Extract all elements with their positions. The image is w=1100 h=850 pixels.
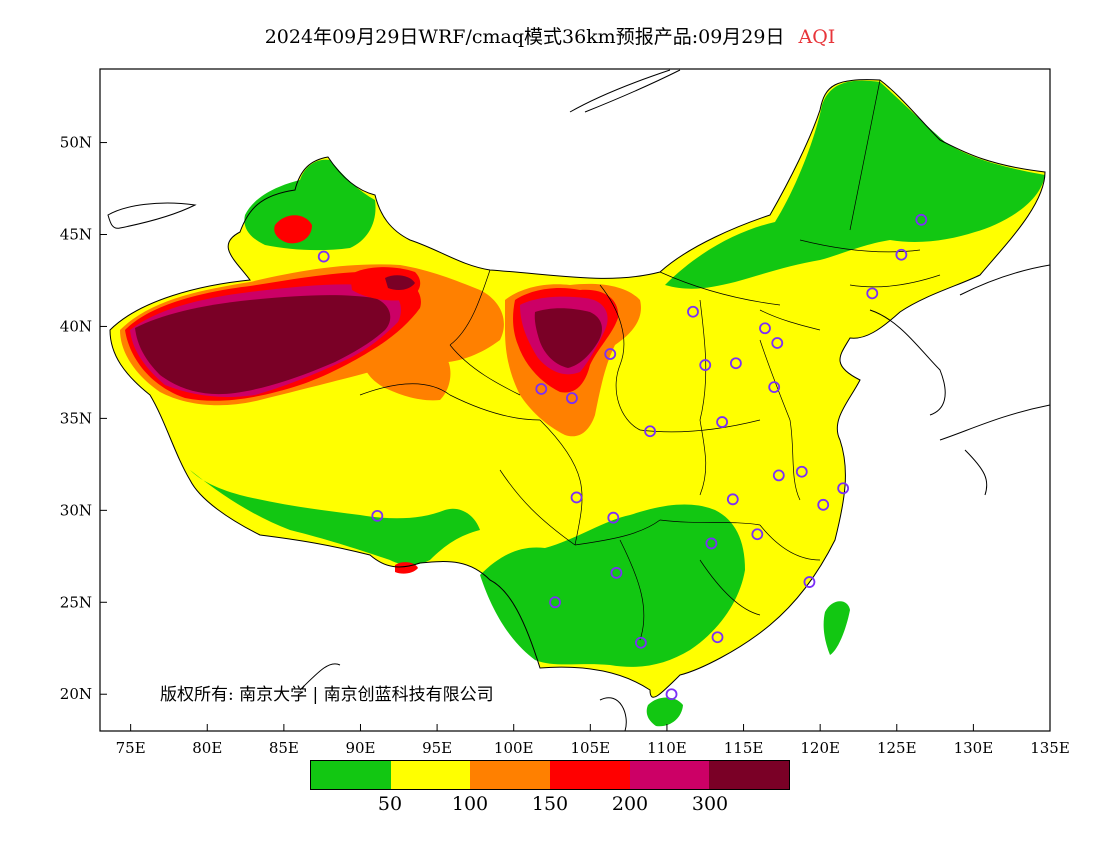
city-station-marker — [837, 482, 850, 495]
lon-tick-label: 80E — [192, 739, 222, 757]
red-spot-junggar — [274, 215, 312, 244]
axis-ticks: 75E 80E 85E 90E 95E 100E 105E 110E 115E 120E 125E 1… — [60, 134, 1070, 757]
city-station-marker — [895, 248, 908, 261]
city-station-marker — [803, 576, 816, 588]
station-markers — [317, 213, 928, 701]
map-title: 2024年09月29日WRF/cmaq模式36km预报产品:09月29日 AQI — [0, 22, 1100, 49]
legend-swatch-2 — [470, 761, 551, 789]
city-station-marker — [817, 498, 830, 511]
lon-tick-label: 105E — [571, 739, 611, 757]
city-station-marker — [866, 287, 879, 300]
lon-tick-label: 115E — [724, 739, 764, 757]
city-station-marker — [759, 322, 771, 335]
city-station-marker — [535, 383, 548, 395]
lon-tick-label: 110E — [647, 739, 687, 757]
city-station-marker — [772, 469, 785, 482]
legend-label-0: 50 — [377, 793, 403, 815]
city-station-marker — [644, 425, 656, 438]
city-station-marker — [610, 566, 623, 579]
green-taiwan — [823, 601, 850, 655]
lat-tick-label: 25N — [60, 593, 92, 611]
lon-tick-label: 90E — [345, 739, 375, 757]
lat-tick-label: 20N — [60, 685, 92, 703]
city-station-marker — [729, 357, 742, 370]
city-station-marker — [317, 250, 330, 263]
lat-tick-label: 40N — [60, 317, 92, 335]
lat-tick-label: 45N — [60, 226, 92, 244]
lon-tick-label: 130E — [954, 739, 994, 757]
lon-tick-label: 125E — [877, 739, 917, 757]
aqi-colorbar — [310, 760, 790, 790]
neighbour-coastlines — [107, 69, 1050, 731]
lon-tick-label: 120E — [800, 739, 840, 757]
city-station-marker — [726, 493, 739, 506]
green-xinjiang-north — [244, 159, 376, 251]
green-northeast — [665, 80, 1045, 289]
darkred-taklimakan — [135, 295, 391, 395]
lon-tick-label: 135E — [1030, 739, 1070, 757]
green-south — [480, 504, 745, 667]
legend-swatch-5 — [709, 761, 790, 789]
city-station-marker — [566, 392, 578, 405]
city-station-marker — [705, 537, 718, 550]
city-station-marker — [604, 348, 617, 360]
city-station-marker — [665, 688, 678, 701]
aqi-field — [110, 79, 1045, 727]
copyright-text: 版权所有: 南京大学 | 南京创蓝科技有限公司 — [160, 685, 494, 705]
city-station-marker — [768, 381, 781, 394]
city-station-marker — [549, 596, 561, 609]
lat-tick-label: 35N — [60, 409, 92, 427]
plot-frame — [99, 68, 1051, 732]
green-hainan — [646, 697, 683, 727]
city-station-marker — [607, 511, 620, 524]
lon-tick-label: 75E — [116, 739, 146, 757]
lon-tick-label: 85E — [269, 739, 299, 757]
darkred-gansu — [534, 308, 602, 368]
legend-label-4: 300 — [691, 793, 729, 815]
green-tibet — [190, 470, 480, 565]
legend-label-1: 100 — [451, 793, 489, 815]
province-borders — [109, 79, 1046, 698]
lon-tick-label: 95E — [422, 739, 452, 757]
city-station-marker — [716, 416, 728, 428]
city-station-marker — [687, 305, 699, 318]
city-station-marker — [711, 631, 724, 644]
city-station-marker — [634, 636, 647, 649]
legend-label-3: 200 — [611, 793, 649, 815]
darkred-spot-turpan — [385, 275, 415, 291]
red-spot-turpan — [350, 267, 421, 301]
legend-swatch-0 — [311, 761, 391, 789]
city-station-marker — [795, 465, 808, 478]
legend-swatch-1 — [390, 761, 471, 789]
city-station-marker — [751, 528, 764, 541]
city-station-marker — [699, 359, 712, 371]
product-label: AQI — [798, 26, 836, 48]
lat-tick-label: 50N — [60, 134, 92, 152]
legend-swatch-4 — [629, 761, 710, 789]
city-station-marker — [915, 213, 928, 226]
title-text: 2024年09月29日WRF/cmaq模式36km预报产品:09月29日 — [264, 26, 785, 48]
legend-label-2: 150 — [531, 793, 569, 815]
lon-tick-label: 100E — [494, 739, 534, 757]
lat-tick-label: 30N — [60, 501, 92, 519]
orange-tibet — [360, 343, 451, 401]
legend-swatch-3 — [550, 761, 630, 789]
city-station-marker — [771, 337, 784, 349]
city-station-marker — [570, 491, 583, 504]
city-station-marker — [371, 509, 384, 522]
